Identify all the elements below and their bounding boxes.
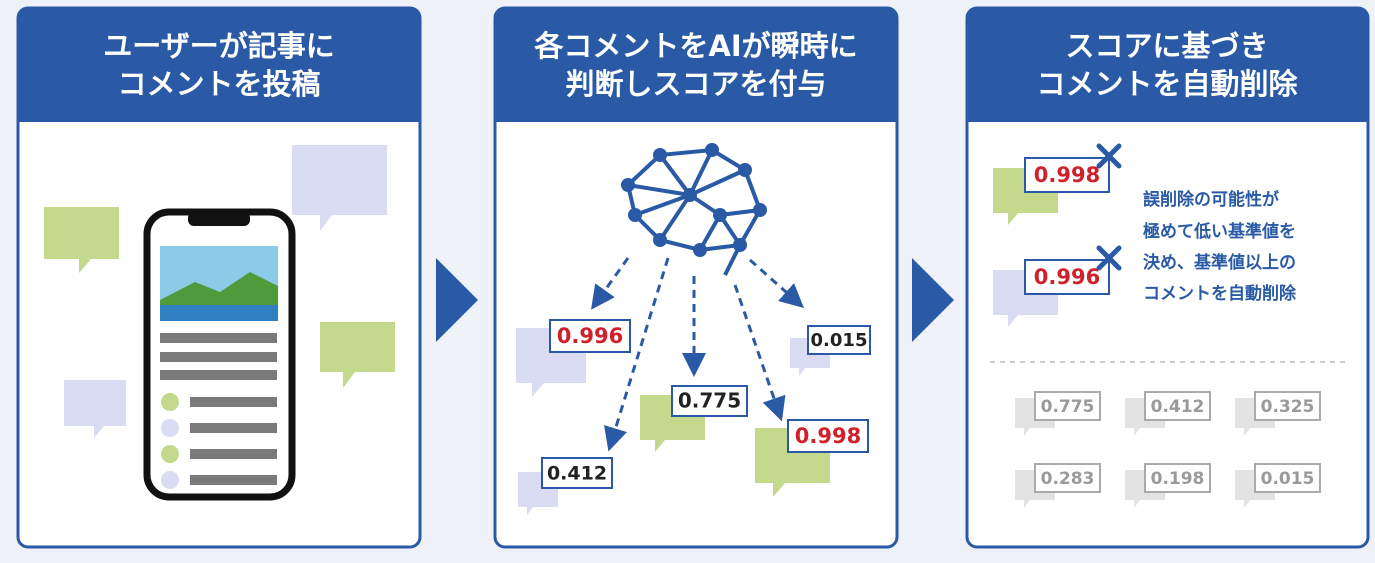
score: 0.996 xyxy=(1034,265,1100,289)
note: 決め、基準値以上の xyxy=(1143,252,1296,273)
note: 極めて低い基準値を xyxy=(1143,221,1296,242)
score: 0.412 xyxy=(1151,397,1205,417)
score: 0.198 xyxy=(1151,469,1205,489)
page: {"panels":[ {"title":["ユーザーが記事に","コメントを投… xyxy=(0,0,1375,563)
score: 0.325 xyxy=(1261,397,1315,417)
diagram: ユーザーが記事に コメントを投稿 各コメントをAIが瞬時に 判断しスコアを付与 … xyxy=(0,0,1375,563)
score: 0.775 xyxy=(1041,397,1095,417)
arrow xyxy=(436,258,478,342)
score: 0.998 xyxy=(1034,163,1100,187)
title: コメントを自動削除 xyxy=(1036,67,1298,101)
title: 各コメントをAIが瞬時に xyxy=(533,29,857,63)
panel: ユーザーが記事に コメントを投稿 xyxy=(18,8,420,547)
score: 0.015 xyxy=(811,330,868,351)
note: コメントを自動削除 xyxy=(1143,283,1297,304)
score: 0.996 xyxy=(557,324,623,348)
score: 0.283 xyxy=(1041,469,1095,489)
score: 0.998 xyxy=(795,424,861,448)
title: コメントを投稿 xyxy=(117,67,320,101)
title: ユーザーが記事に xyxy=(103,29,334,63)
score: 0.412 xyxy=(547,463,607,485)
arrow xyxy=(912,258,954,342)
note: 誤削除の可能性が xyxy=(1143,189,1279,210)
title: スコアに基づき xyxy=(1065,29,1268,63)
title: 判断しスコアを付与 xyxy=(565,67,826,101)
score: 0.015 xyxy=(1261,469,1315,489)
score: 0.775 xyxy=(678,389,741,413)
